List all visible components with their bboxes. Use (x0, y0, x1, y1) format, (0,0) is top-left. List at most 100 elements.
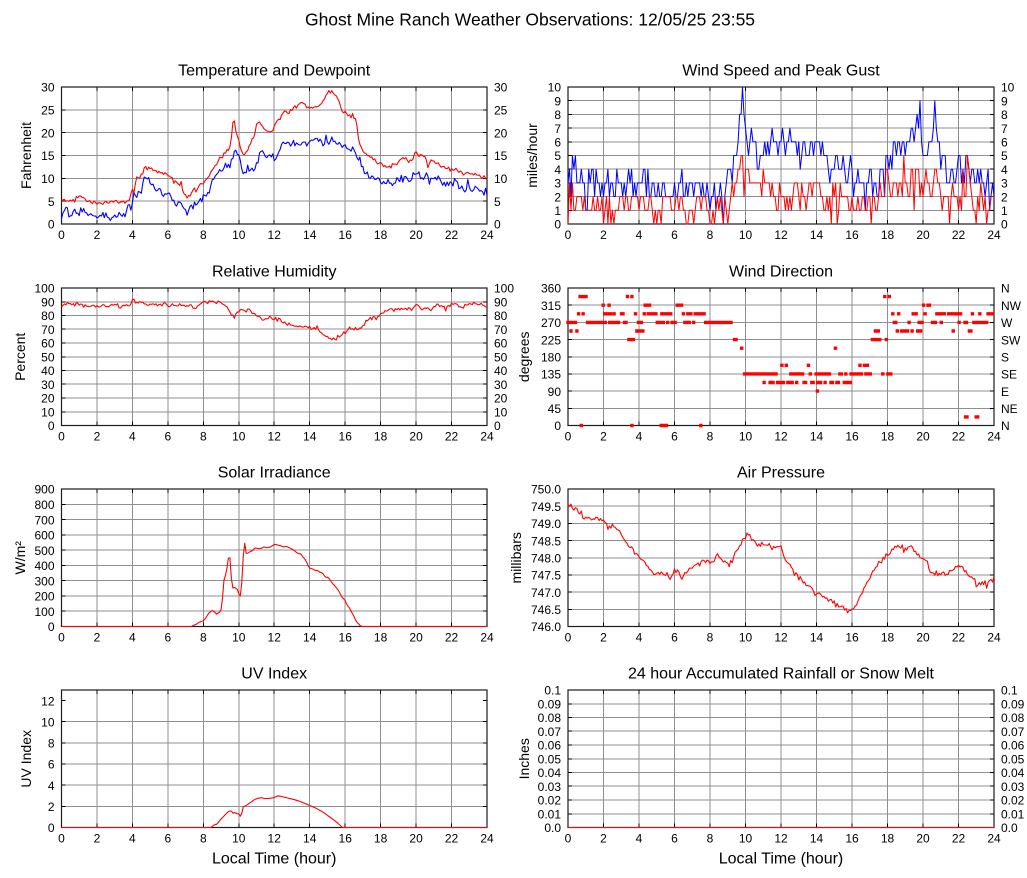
svg-text:748.5: 748.5 (531, 534, 561, 548)
svg-text:0: 0 (58, 228, 65, 242)
svg-text:0.09: 0.09 (538, 698, 562, 712)
svg-text:0: 0 (58, 631, 65, 645)
svg-text:5: 5 (494, 195, 501, 209)
svg-text:8: 8 (707, 832, 714, 846)
svg-text:60: 60 (494, 337, 508, 351)
svg-text:100: 100 (34, 605, 54, 619)
svg-text:14: 14 (303, 631, 317, 645)
svg-text:4: 4 (48, 779, 55, 793)
svg-text:Percent: Percent (12, 333, 28, 381)
svg-text:18: 18 (374, 832, 388, 846)
svg-text:747.0: 747.0 (531, 586, 561, 600)
svg-text:1: 1 (554, 204, 561, 218)
svg-text:12: 12 (774, 631, 788, 645)
svg-text:24: 24 (987, 430, 1001, 444)
svg-text:Relative Humidity: Relative Humidity (212, 264, 336, 281)
svg-text:14: 14 (303, 228, 317, 242)
svg-text:0: 0 (48, 821, 55, 835)
svg-text:4: 4 (554, 163, 561, 177)
svg-text:22: 22 (445, 430, 459, 444)
svg-text:10: 10 (739, 228, 753, 242)
svg-text:24: 24 (987, 832, 1001, 846)
svg-text:9: 9 (1001, 94, 1008, 108)
svg-text:18: 18 (881, 631, 895, 645)
svg-text:10: 10 (232, 832, 246, 846)
svg-text:0.02: 0.02 (538, 794, 562, 808)
svg-text:6: 6 (671, 631, 678, 645)
svg-text:0: 0 (48, 419, 55, 433)
svg-text:0: 0 (565, 631, 572, 645)
svg-text:12: 12 (774, 228, 788, 242)
svg-text:0.07: 0.07 (538, 725, 562, 739)
svg-text:7: 7 (1001, 122, 1008, 136)
svg-text:0.02: 0.02 (1001, 794, 1025, 808)
svg-text:20: 20 (41, 392, 55, 406)
svg-text:50: 50 (41, 350, 55, 364)
svg-text:14: 14 (810, 832, 824, 846)
svg-text:10: 10 (232, 631, 246, 645)
svg-text:20: 20 (494, 126, 508, 140)
svg-text:0: 0 (1001, 218, 1008, 232)
svg-text:22: 22 (952, 832, 966, 846)
svg-text:90: 90 (548, 385, 562, 399)
svg-text:14: 14 (810, 228, 824, 242)
svg-text:0: 0 (554, 419, 561, 433)
svg-text:22: 22 (952, 631, 966, 645)
svg-text:30: 30 (41, 81, 55, 95)
svg-text:SW: SW (1001, 333, 1021, 347)
svg-text:12: 12 (41, 694, 55, 708)
svg-text:70: 70 (494, 323, 508, 337)
svg-text:Inches: Inches (516, 738, 532, 779)
svg-text:24: 24 (987, 631, 1001, 645)
svg-text:18: 18 (881, 430, 895, 444)
svg-text:7: 7 (554, 122, 561, 136)
svg-text:6: 6 (554, 136, 561, 150)
svg-text:0.01: 0.01 (538, 808, 562, 822)
svg-text:0.1: 0.1 (1001, 684, 1018, 698)
svg-text:5: 5 (554, 149, 561, 163)
svg-text:3: 3 (554, 177, 561, 191)
svg-text:4: 4 (1001, 163, 1008, 177)
svg-text:W/m²: W/m² (12, 541, 28, 575)
svg-text:800: 800 (34, 498, 54, 512)
svg-text:748.0: 748.0 (531, 552, 561, 566)
svg-text:12: 12 (268, 631, 282, 645)
svg-text:4: 4 (129, 631, 136, 645)
svg-text:14: 14 (303, 832, 317, 846)
svg-text:2: 2 (48, 800, 55, 814)
svg-text:W: W (1001, 316, 1013, 330)
svg-text:0.04: 0.04 (1001, 766, 1025, 780)
svg-text:0.03: 0.03 (538, 780, 562, 794)
svg-text:0: 0 (565, 832, 572, 846)
svg-text:5: 5 (48, 195, 55, 209)
svg-text:30: 30 (494, 81, 508, 95)
svg-text:16: 16 (845, 832, 859, 846)
svg-text:Temperature and Dewpoint: Temperature and Dewpoint (178, 63, 371, 80)
svg-text:746.0: 746.0 (531, 620, 561, 634)
svg-text:20: 20 (916, 228, 930, 242)
svg-text:UV Index: UV Index (241, 666, 307, 683)
svg-text:18: 18 (374, 430, 388, 444)
svg-text:S: S (1001, 350, 1009, 364)
svg-text:Wind Direction: Wind Direction (729, 264, 833, 281)
svg-text:750.0: 750.0 (531, 483, 561, 497)
svg-text:16: 16 (845, 631, 859, 645)
svg-text:6: 6 (165, 430, 172, 444)
svg-text:2: 2 (94, 631, 101, 645)
svg-text:14: 14 (810, 631, 824, 645)
svg-text:747.5: 747.5 (531, 569, 561, 583)
svg-text:2: 2 (600, 430, 607, 444)
svg-text:Air Pressure: Air Pressure (737, 465, 825, 482)
svg-text:30: 30 (41, 378, 55, 392)
svg-text:20: 20 (409, 832, 423, 846)
svg-text:0: 0 (58, 832, 65, 846)
svg-text:4: 4 (636, 631, 643, 645)
svg-text:20: 20 (41, 126, 55, 140)
svg-text:500: 500 (34, 544, 54, 558)
svg-text:10: 10 (41, 405, 55, 419)
svg-text:700: 700 (34, 513, 54, 527)
svg-text:360: 360 (541, 282, 561, 296)
svg-text:16: 16 (845, 430, 859, 444)
svg-text:Solar Irradiance: Solar Irradiance (218, 465, 331, 482)
svg-text:0: 0 (48, 218, 55, 232)
